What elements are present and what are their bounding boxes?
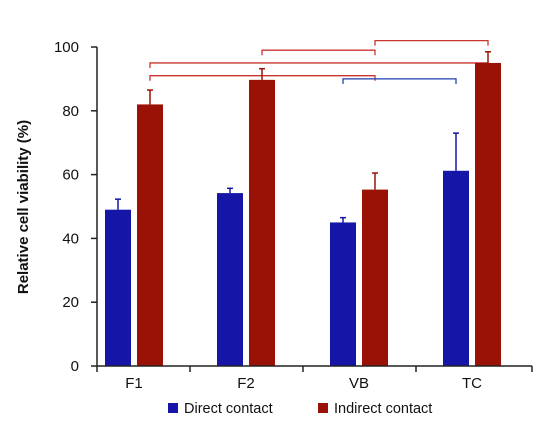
legend: Direct contact Indirect contact bbox=[168, 401, 432, 417]
y-tick-label: 0 bbox=[71, 358, 79, 375]
bar-direct-f2 bbox=[217, 193, 243, 366]
x-tick-label: TC bbox=[462, 375, 482, 392]
y-tick-label: 40 bbox=[62, 230, 79, 247]
bars bbox=[105, 62, 501, 367]
bar-indirect-f1 bbox=[137, 104, 163, 367]
x-tick-label: VB bbox=[349, 375, 369, 392]
legend-swatch bbox=[168, 403, 178, 413]
y-axis-label: Relative cell viability (%) bbox=[15, 120, 32, 294]
y-tick-label: 60 bbox=[62, 167, 79, 184]
y-tick-label: 80 bbox=[62, 103, 79, 120]
bar-direct-vb bbox=[330, 222, 356, 366]
significance-bracket bbox=[342, 78, 457, 84]
significance-brackets bbox=[149, 39, 489, 84]
legend-label: Direct contact bbox=[184, 401, 273, 417]
significance-bracket bbox=[149, 62, 489, 68]
y-tick-label: 100 bbox=[54, 39, 79, 56]
y-tick-label: 20 bbox=[62, 294, 79, 311]
significance-bracket bbox=[261, 49, 376, 56]
bar-direct-f1 bbox=[105, 209, 131, 366]
legend-swatch bbox=[318, 403, 328, 413]
bar-direct-tc bbox=[443, 170, 469, 366]
x-tick-label: F1 bbox=[125, 375, 143, 392]
bar-indirect-vb bbox=[362, 189, 388, 366]
bar-indirect-tc bbox=[475, 62, 501, 366]
error-bars bbox=[115, 51, 491, 223]
significance-bracket bbox=[374, 39, 489, 46]
axes bbox=[96, 47, 532, 367]
x-ticks: F1 F2 VB TC bbox=[96, 366, 533, 392]
legend-label: Indirect contact bbox=[334, 401, 432, 417]
x-tick-label: F2 bbox=[237, 375, 255, 392]
bar-indirect-f2 bbox=[249, 79, 275, 367]
y-ticks: 0 20 40 60 80 100 bbox=[54, 39, 97, 375]
